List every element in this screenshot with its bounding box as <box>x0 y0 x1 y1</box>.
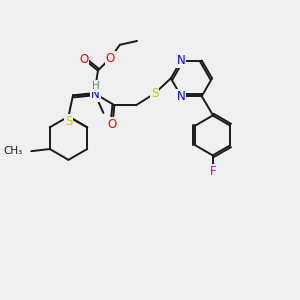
Text: N: N <box>177 54 185 67</box>
Text: F: F <box>209 165 216 178</box>
Text: CH₃: CH₃ <box>3 146 22 156</box>
Text: O: O <box>79 52 88 66</box>
Text: H: H <box>92 81 100 91</box>
Text: S: S <box>151 87 158 100</box>
Text: N: N <box>177 90 185 103</box>
Text: O: O <box>108 118 117 131</box>
Text: N: N <box>91 88 100 101</box>
Text: O: O <box>106 52 115 64</box>
Text: S: S <box>65 115 72 128</box>
